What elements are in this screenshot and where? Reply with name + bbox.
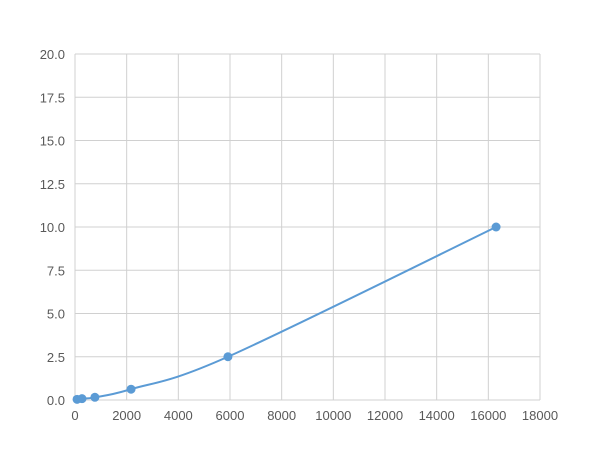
x-tick-label: 16000 [470, 408, 506, 423]
x-tick-label: 12000 [367, 408, 403, 423]
y-tick-label: 7.5 [47, 263, 65, 278]
data-point [77, 394, 87, 404]
data-point [126, 384, 136, 394]
y-tick-label: 2.5 [47, 350, 65, 365]
y-tick-label: 5.0 [47, 307, 65, 322]
x-tick-label: 10000 [315, 408, 351, 423]
x-tick-label: 4000 [164, 408, 193, 423]
x-tick-label: 0 [71, 408, 78, 423]
x-tick-label: 14000 [419, 408, 455, 423]
x-tick-label: 18000 [522, 408, 558, 423]
y-tick-label: 20.0 [40, 47, 65, 62]
data-point [223, 352, 233, 362]
x-tick-label: 8000 [267, 408, 296, 423]
x-tick-label: 2000 [112, 408, 141, 423]
y-tick-label: 12.5 [40, 177, 65, 192]
y-tick-label: 10.0 [40, 220, 65, 235]
x-tick-label: 6000 [216, 408, 245, 423]
data-point [491, 222, 501, 232]
y-tick-label: 0.0 [47, 393, 65, 408]
y-tick-label: 15.0 [40, 134, 65, 149]
data-point [90, 392, 100, 402]
y-tick-label: 17.5 [40, 90, 65, 105]
